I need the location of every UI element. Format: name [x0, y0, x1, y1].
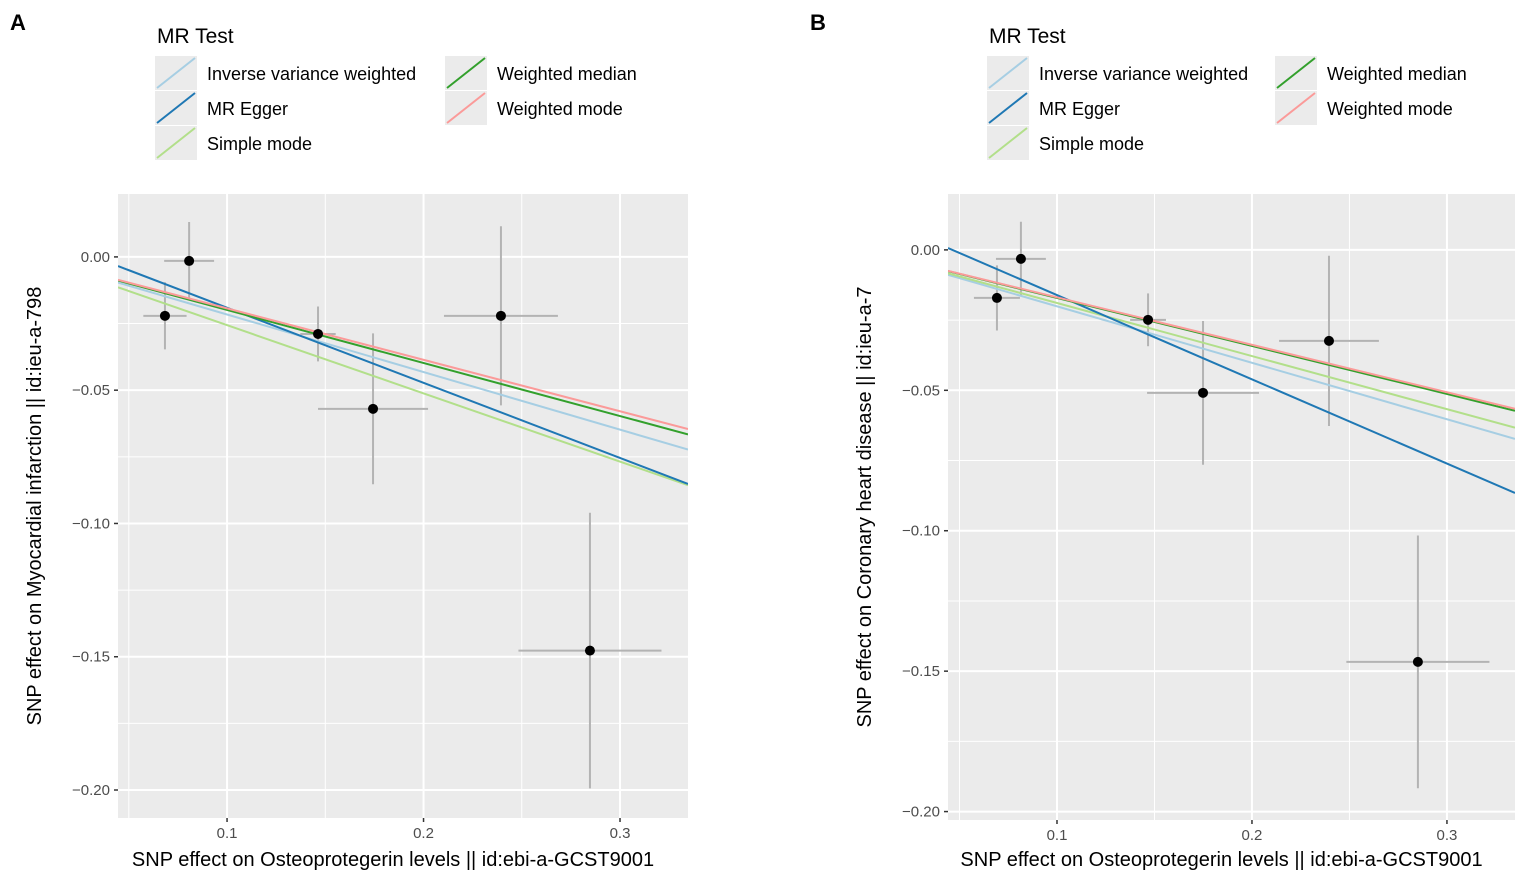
- legend-swatch-inverse-variance-weighted: [156, 57, 196, 89]
- x-tick-label: 0.2: [1242, 827, 1263, 844]
- legend-label: Weighted mode: [1327, 99, 1453, 119]
- snp-point: [495, 310, 506, 321]
- snp-point: [313, 328, 324, 339]
- snp-point: [584, 645, 595, 656]
- legend-swatch-weighted-mode: [1276, 92, 1316, 124]
- panel-a: A MR Test Inverse variance weighted MR Egge…: [10, 10, 688, 871]
- y-tick-label: −0.15: [902, 663, 940, 680]
- y-tick-label: −0.05: [902, 382, 940, 399]
- legend-swatch-weighted-median: [446, 57, 486, 89]
- panel-label: B: [810, 10, 826, 35]
- panel-label: A: [10, 10, 26, 35]
- y-tick-label: 0.00: [81, 249, 110, 266]
- y-tick-label: −0.10: [902, 523, 940, 540]
- plot-background: [948, 194, 1515, 820]
- legend-title: MR Test: [989, 25, 1066, 48]
- snp-point: [159, 310, 170, 321]
- regression-line-mr-egger: [118, 265, 688, 485]
- legend-swatch-mr-egger: [156, 92, 196, 124]
- regression-line-weighted-median: [118, 279, 688, 436]
- legend-swatch-simple-mode: [156, 127, 196, 159]
- x-axis-title: SNP effect on Osteoprotegerin levels || …: [960, 849, 1482, 871]
- regression-line-mr-egger: [948, 247, 1515, 494]
- y-axis-title: SNP effect on Coronary heart disease || …: [854, 286, 876, 727]
- y-axis-title: SNP effect on Myocardial infarction || i…: [24, 287, 46, 726]
- legend-label: Weighted median: [497, 64, 637, 84]
- legend-label: Simple mode: [207, 134, 312, 154]
- snp-point: [1015, 253, 1026, 264]
- legend-swatch-mr-egger: [988, 92, 1028, 124]
- x-tick-label: 0.2: [413, 825, 434, 842]
- legend-swatch-weighted-mode: [446, 92, 486, 124]
- legend-label: MR Egger: [207, 99, 288, 119]
- regression-line-inverse-variance-weighted: [118, 281, 688, 451]
- x-tick-label: 0.1: [1047, 827, 1068, 844]
- snp-point: [1412, 656, 1423, 667]
- legend-label: Inverse variance weighted: [1039, 64, 1248, 84]
- snp-point: [991, 292, 1002, 303]
- snp-point: [184, 255, 195, 266]
- y-tick-label: −0.20: [902, 804, 940, 821]
- legend-label: Weighted median: [1327, 64, 1467, 84]
- legend-title: MR Test: [157, 25, 234, 48]
- regression-line-simple-mode: [948, 272, 1515, 429]
- x-tick-label: 0.3: [610, 825, 631, 842]
- y-tick-label: −0.10: [72, 515, 110, 532]
- plot-area: [948, 221, 1515, 789]
- regression-line-simple-mode: [118, 286, 688, 487]
- regression-line-inverse-variance-weighted: [948, 273, 1515, 440]
- y-tick-label: −0.15: [72, 649, 110, 666]
- snp-point: [1198, 387, 1209, 398]
- snp-point: [1323, 335, 1334, 346]
- plot-background: [118, 194, 688, 818]
- legend-swatch-simple-mode: [988, 127, 1028, 159]
- snp-point: [1143, 314, 1154, 325]
- legend-swatch-weighted-median: [1276, 57, 1316, 89]
- x-tick-label: 0.1: [217, 825, 238, 842]
- legend-label: Weighted mode: [497, 99, 623, 119]
- x-axis-title: SNP effect on Osteoprotegerin levels || …: [132, 849, 654, 871]
- legend: MR Test Inverse variance weighted MR Egger…: [987, 25, 1467, 160]
- regression-line-weighted-mode: [118, 278, 688, 431]
- x-tick-label: 0.3: [1437, 827, 1458, 844]
- y-tick-label: 0.00: [911, 242, 940, 259]
- legend-label: Inverse variance weighted: [207, 64, 416, 84]
- regression-line-weighted-mode: [948, 269, 1515, 410]
- snp-point: [368, 403, 379, 414]
- y-tick-label: −0.05: [72, 382, 110, 399]
- legend-swatch-inverse-variance-weighted: [988, 57, 1028, 89]
- plot-area: [118, 221, 688, 789]
- y-tick-label: −0.20: [72, 782, 110, 799]
- legend-label: MR Egger: [1039, 99, 1120, 119]
- legend: MR Test Inverse variance weighted MR Egger…: [155, 25, 637, 160]
- panel-b: B MR Test Inverse variance weighted MR Egge…: [810, 10, 1515, 871]
- legend-label: Simple mode: [1039, 134, 1144, 154]
